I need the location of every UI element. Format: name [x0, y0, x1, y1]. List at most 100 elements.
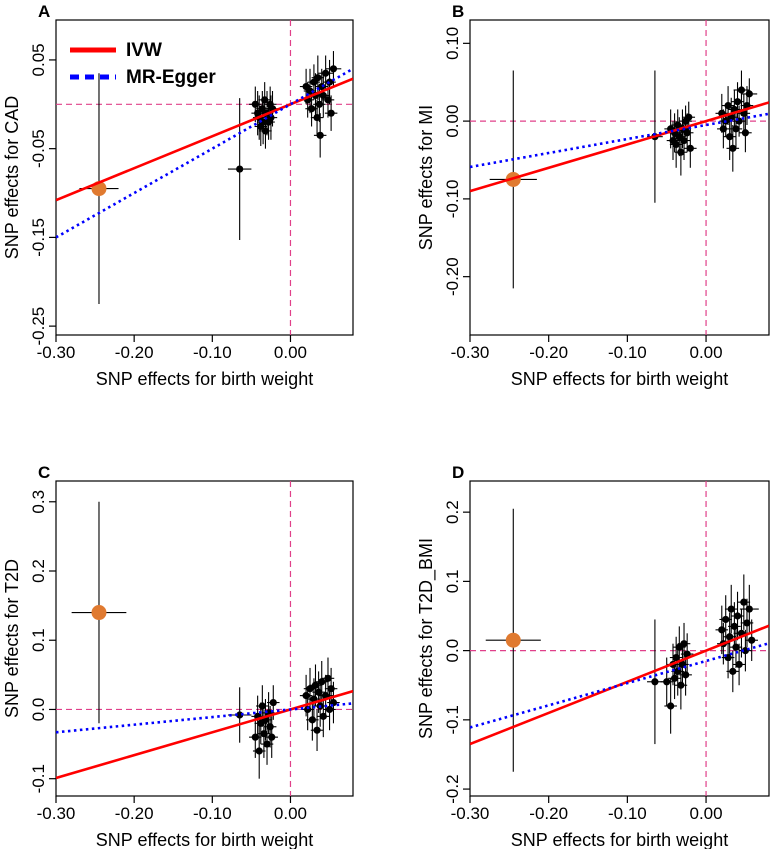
y-tick-label: 0.0	[443, 639, 462, 663]
y-axis-label: SNP effects for CAD	[2, 96, 22, 259]
data-point	[737, 86, 746, 94]
data-point	[683, 129, 691, 137]
y-tick-label: -0.20	[443, 257, 462, 296]
data-point	[313, 726, 321, 734]
y-tick-label: -0.1	[29, 764, 48, 793]
data-point	[729, 667, 737, 675]
data-point	[686, 144, 694, 152]
y-tick-label: -0.10	[443, 180, 462, 219]
plot-area	[470, 20, 769, 335]
data-point	[681, 671, 690, 679]
data-point	[748, 636, 756, 644]
data-point	[732, 125, 740, 133]
data-point	[324, 96, 332, 104]
data-point	[322, 69, 330, 77]
data-point	[685, 113, 693, 121]
x-tick-label: -0.10	[193, 343, 232, 362]
mr-egger-line	[56, 702, 353, 734]
y-axis-label: SNP effects for T2D	[2, 559, 22, 718]
plot-frame	[55, 19, 354, 336]
highlight-point	[505, 632, 521, 648]
y-tick-label: 0.1	[443, 570, 462, 594]
data-point	[745, 605, 753, 613]
x-tick-label: 0.00	[690, 343, 723, 362]
y-tick-label: 0.3	[29, 490, 48, 514]
data-point	[733, 98, 742, 106]
x-tick-label: -0.30	[451, 804, 490, 823]
x-tick-label: 0.00	[274, 343, 307, 362]
panel-label: C	[38, 463, 50, 482]
data-point	[726, 133, 734, 141]
plot-frame	[55, 480, 354, 797]
y-tick-label: 0.0	[29, 698, 48, 722]
y-tick-label: 0.05	[29, 43, 48, 76]
data-point	[680, 136, 688, 145]
data-point	[719, 125, 727, 133]
plot-frame	[469, 480, 770, 797]
data-point	[718, 626, 726, 634]
y-tick-label: 0.00	[443, 105, 462, 138]
data-point	[319, 91, 327, 100]
data-point	[311, 681, 320, 689]
ivw-line	[470, 101, 769, 193]
y-tick-label: -0.15	[29, 218, 48, 257]
data-point	[302, 692, 310, 700]
data-point	[727, 605, 735, 613]
data-point	[740, 598, 748, 606]
x-axis-label: SNP effects for birth weight	[96, 369, 313, 389]
y-tick-label: -0.2	[443, 774, 462, 803]
data-point	[261, 127, 270, 135]
data-point	[260, 730, 268, 738]
y-tick-label: 0.10	[443, 27, 462, 60]
y-tick-label: -0.25	[29, 307, 48, 346]
data-point	[667, 702, 675, 710]
data-point	[316, 131, 324, 139]
data-point	[733, 612, 742, 620]
data-point	[683, 650, 691, 658]
data-point	[327, 109, 335, 117]
x-tick-label: -0.30	[37, 804, 76, 823]
panel-label: D	[452, 463, 464, 482]
data-point	[730, 622, 738, 630]
panel-label: B	[452, 2, 464, 21]
data-point	[258, 702, 266, 710]
y-tick-label: 0.2	[29, 559, 48, 583]
data-point	[677, 148, 685, 156]
x-tick-label: -0.30	[451, 343, 490, 362]
x-tick-label: -0.20	[529, 804, 568, 823]
data-point	[314, 74, 322, 82]
y-axis-label: SNP effects for MI	[416, 105, 436, 250]
data-point	[263, 740, 271, 748]
panel-a: A -0.30 -0.20 -0.10 0.00 SNP effects for birt…	[2, 2, 354, 389]
legend-label: IVW	[126, 40, 162, 61]
plot-area	[56, 20, 353, 335]
mr-egger-line	[470, 642, 769, 729]
data-point	[670, 674, 679, 682]
panel-label: A	[38, 2, 50, 21]
x-tick-label: -0.10	[193, 804, 232, 823]
data-point	[324, 674, 332, 682]
mr-egger-line	[470, 112, 769, 169]
y-axis-label: SNP effects for T2D_BMI	[416, 538, 437, 739]
panel-d: D -0.30 -0.20 -0.10 0.00 SNP effects for birt…	[416, 463, 770, 849]
x-axis-label: SNP effects for birth weight	[511, 830, 728, 849]
data-point	[315, 688, 323, 696]
legend: IVW MR-Egger	[70, 40, 216, 88]
y-tick-label: 0.2	[443, 500, 462, 524]
plot-frame	[469, 19, 770, 336]
plot-area	[56, 481, 353, 796]
y-tick-label: -0.1	[443, 705, 462, 734]
x-tick-label: -0.10	[608, 343, 647, 362]
x-axis-label: SNP effects for birth weight	[511, 369, 728, 389]
x-tick-label: 0.00	[690, 804, 723, 823]
data-point	[307, 105, 316, 113]
ivw-line	[470, 624, 769, 746]
legend-label: MR-Egger	[126, 67, 216, 88]
highlight-point	[91, 605, 107, 621]
data-point	[726, 633, 734, 641]
data-point	[680, 640, 688, 648]
data-point	[745, 90, 753, 98]
data-point	[306, 685, 314, 693]
x-tick-label: 0.00	[274, 804, 307, 823]
